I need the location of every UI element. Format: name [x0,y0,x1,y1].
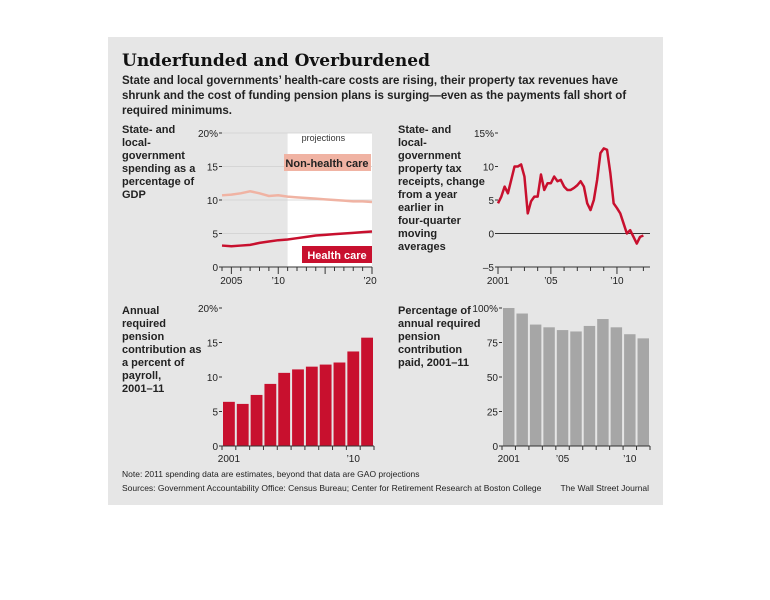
panel-label-line: Annual [122,305,160,317]
y-tick-label: 15 [207,163,219,174]
panel-label-property-tax: State- and local-government property tax re… [398,124,485,254]
panel-label-line: required [122,318,167,330]
y-tick-label: 50 [487,373,499,384]
pension-required-bar [361,337,373,446]
y-tick-label: 100% [472,304,498,315]
x-tick-label: ’05 [544,276,558,287]
y-tick-label: 10 [207,196,219,207]
y-tick-label: 5 [212,408,218,419]
panel-label-line: earlier in [398,202,444,214]
pension-paid-bar [543,327,555,446]
y-tick-label: –5 [483,263,495,274]
series-label: Health care [307,250,366,262]
panel-label-line: State- and [398,124,452,136]
footnote: Note: 2011 spending data are estimates, … [122,469,420,479]
pension-required-bar [292,369,304,446]
y-tick-label: 15% [474,129,494,140]
charts-svg: projections 0 5 10 15 20% 2005 ’10 ’20 Non-health… [198,129,651,465]
x-tick-label: ’10 [347,454,361,465]
pension-required-bar [347,351,360,446]
y-tick-label: 0 [212,263,218,274]
x-tick-label: ’05 [556,454,570,465]
y-tick-label: 75 [487,339,499,350]
pension-required-bar [236,403,249,446]
panel-label-line: local- [398,137,427,149]
panel-label-line: receipts, change [398,176,485,188]
y-tick-label: 5 [488,196,494,207]
y-tick-label: 5 [212,230,218,241]
pension-paid-bar [556,330,569,446]
panel-label-pension-required: Annual required pension contribution as a pe… [122,305,201,396]
x-tick-label: ’10 [272,276,286,287]
x-tick-label: ’20 [363,276,377,287]
pension-paid-bar [503,308,515,446]
pension-required-bar [278,372,291,446]
y-tick-label: 0 [212,442,218,453]
x-tick-label: 2001 [218,454,241,465]
y-tick-label: 20% [198,129,218,140]
y-tick-label: 15 [207,339,219,350]
pension-paid-bar [637,338,649,446]
y-tick-label: 10 [207,373,219,384]
panel-label-line: contribution [398,344,463,356]
pension-required-bar [223,401,235,446]
panel-label-line: moving [398,228,438,240]
y-tick-label: 25 [487,408,499,419]
y-tick-label: 10 [483,163,495,174]
credit: The Wall Street Journal [560,483,650,493]
panel-label-line: percentage of [122,176,195,188]
panel-label-pension-paid: Percentage of annual required pension contr… [398,305,481,370]
panel-label-line: property tax [398,163,462,175]
panel-label-line: paid, 2001–11 [398,357,469,369]
panel-label-line: pension [122,331,165,343]
panel-label-line: payroll, [122,370,162,382]
pension-paid-bar [610,327,623,446]
pension-paid-bar [624,334,636,446]
panel-label-line: contribution as [122,344,202,356]
panel-label-line: government [122,150,185,162]
pension-required-bar [319,364,332,446]
pension-required-bar [264,383,277,446]
pension-required-bar [250,394,263,446]
y-tick-label: 0 [492,442,498,453]
pension-paid-bar [516,313,528,446]
pension-required-bar [305,366,318,446]
panel-label-line: government [398,150,461,162]
pension-paid-bar [583,325,596,446]
chart-subtitle: State and local governments’ health-care… [122,75,627,117]
panel-label-line: a percent of [122,357,185,369]
chart-title: Underfunded and Overburdened [122,51,430,71]
series-label-box [302,246,372,263]
panel-label-line: State- and [122,124,176,136]
pension-paid-bar [529,324,542,446]
pension-required-bar [333,362,346,446]
sources: Sources: Government Accountability Offic… [122,483,542,493]
x-tick-label: 2001 [498,454,521,465]
x-tick-label: 2001 [487,276,510,287]
y-tick-label: 20% [198,304,218,315]
chart-panel: Underfunded and Overburdened State and l… [108,37,663,505]
panel-label-line: pension [398,331,441,343]
panel-label-line: Percentage of [398,305,471,317]
series-label: Non-health care [285,158,368,170]
panel-label-line: annual required [398,318,481,330]
pension-paid-bar [597,319,609,446]
pension-paid-bar [570,331,582,446]
property-tax-line [496,147,644,245]
panel-label-line: averages [398,241,446,253]
panel-label-line: four-quarter [398,215,461,227]
x-tick-label: ’10 [610,276,624,287]
series-label-box [284,154,371,171]
x-tick-label: ’10 [623,454,637,465]
panel-label-line: spending as a [122,163,196,175]
panel-label-line: 2001–11 [122,383,165,395]
panel-label-line: GDP [122,189,146,201]
y-tick-label: 0 [488,230,494,241]
panel-label-line: from a year [398,189,458,201]
panel-label-line: local- [122,137,151,149]
projection-label: projections [302,133,346,143]
x-tick-label: 2005 [220,276,243,287]
